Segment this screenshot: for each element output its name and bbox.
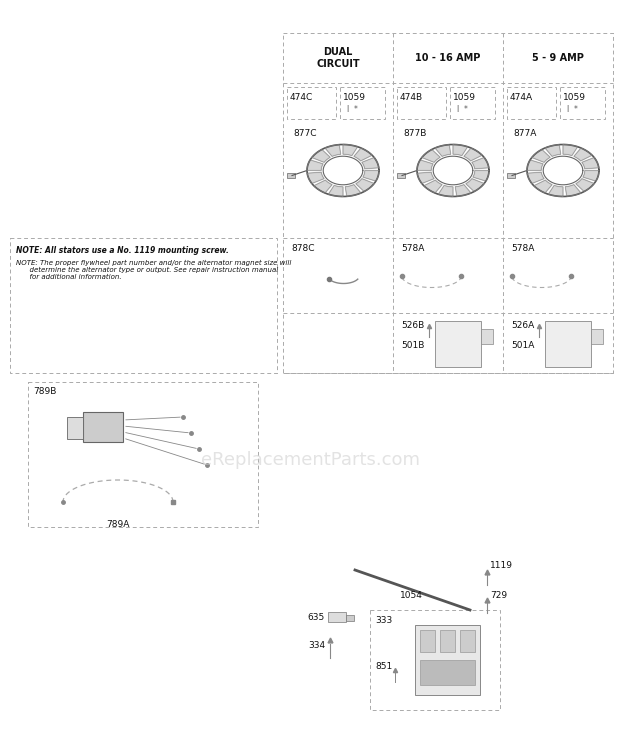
Text: 789B: 789B xyxy=(33,387,56,396)
Bar xyxy=(415,625,480,695)
Bar xyxy=(545,321,591,367)
Polygon shape xyxy=(472,158,489,169)
Bar xyxy=(346,615,354,621)
Polygon shape xyxy=(354,148,372,161)
Bar xyxy=(450,87,495,119)
Bar xyxy=(440,630,455,652)
Bar xyxy=(328,612,346,622)
Bar xyxy=(370,610,500,710)
Text: *: * xyxy=(464,105,468,114)
Polygon shape xyxy=(312,150,330,162)
Text: NOTE: The proper flywheel part number and/or the alternator magnet size will
   : NOTE: The proper flywheel part number an… xyxy=(16,260,291,280)
Polygon shape xyxy=(532,150,550,162)
Polygon shape xyxy=(455,185,471,196)
Text: I: I xyxy=(456,105,458,114)
Text: DUAL
CIRCUIT: DUAL CIRCUIT xyxy=(316,47,360,68)
Text: 877B: 877B xyxy=(403,129,427,138)
Polygon shape xyxy=(548,185,563,196)
Polygon shape xyxy=(417,160,433,170)
Bar xyxy=(340,87,384,119)
Text: 789A: 789A xyxy=(106,520,130,529)
Bar xyxy=(397,173,405,178)
Text: 635: 635 xyxy=(308,612,325,621)
Bar xyxy=(287,173,295,178)
Bar xyxy=(460,630,475,652)
Text: 877A: 877A xyxy=(513,129,536,138)
Polygon shape xyxy=(363,170,379,181)
Polygon shape xyxy=(345,185,361,196)
Bar xyxy=(287,87,336,119)
Bar xyxy=(10,238,277,373)
Text: 578A: 578A xyxy=(511,244,534,253)
Bar xyxy=(67,417,83,439)
Polygon shape xyxy=(356,179,374,191)
Bar xyxy=(507,173,515,178)
Polygon shape xyxy=(362,158,379,169)
Text: 10 - 16 AMP: 10 - 16 AMP xyxy=(415,53,480,63)
Polygon shape xyxy=(343,144,358,155)
Text: 5 - 9 AMP: 5 - 9 AMP xyxy=(532,53,584,63)
Bar xyxy=(83,412,123,442)
Bar xyxy=(435,321,481,367)
Bar xyxy=(507,87,556,119)
Text: 333: 333 xyxy=(375,616,392,625)
Polygon shape xyxy=(438,185,453,196)
Text: 1059: 1059 xyxy=(563,93,586,102)
Bar xyxy=(397,87,446,119)
Text: I: I xyxy=(566,105,569,114)
Text: 729: 729 xyxy=(490,591,507,600)
Polygon shape xyxy=(534,180,552,193)
Text: 474C: 474C xyxy=(290,93,313,102)
Text: 1119: 1119 xyxy=(490,560,513,569)
Polygon shape xyxy=(582,158,599,169)
Polygon shape xyxy=(527,160,543,170)
Bar xyxy=(28,382,258,527)
Text: *: * xyxy=(354,105,358,114)
Polygon shape xyxy=(453,144,467,155)
Polygon shape xyxy=(325,144,341,156)
Polygon shape xyxy=(424,180,442,193)
Text: 851: 851 xyxy=(375,662,392,671)
Text: *: * xyxy=(574,105,578,114)
Polygon shape xyxy=(574,148,592,161)
Text: 501A: 501A xyxy=(511,341,534,350)
Text: eReplacementParts.com: eReplacementParts.com xyxy=(200,451,420,469)
Polygon shape xyxy=(563,144,578,155)
Text: NOTE: All stators use a No. 1119 mounting screw.: NOTE: All stators use a No. 1119 mountin… xyxy=(16,246,229,255)
Bar xyxy=(591,329,603,344)
Text: 1059: 1059 xyxy=(343,93,366,102)
Text: I: I xyxy=(346,105,348,114)
Text: 578A: 578A xyxy=(401,244,424,253)
Polygon shape xyxy=(565,185,581,196)
Polygon shape xyxy=(583,170,599,181)
Polygon shape xyxy=(464,148,482,161)
Text: 877C: 877C xyxy=(293,129,316,138)
Polygon shape xyxy=(527,172,544,184)
Text: 334: 334 xyxy=(308,641,325,650)
Text: 1054: 1054 xyxy=(400,591,423,600)
Text: 1059: 1059 xyxy=(453,93,476,102)
Polygon shape xyxy=(576,179,594,191)
Polygon shape xyxy=(473,170,489,181)
Text: 474A: 474A xyxy=(510,93,533,102)
Bar xyxy=(481,329,493,344)
Bar xyxy=(420,660,475,685)
Bar xyxy=(420,630,435,652)
Polygon shape xyxy=(329,185,343,196)
Polygon shape xyxy=(435,144,451,156)
Bar xyxy=(283,33,613,373)
Text: 878C: 878C xyxy=(291,244,314,253)
Polygon shape xyxy=(307,160,323,170)
Text: 474B: 474B xyxy=(400,93,423,102)
Polygon shape xyxy=(314,180,332,193)
Text: 501B: 501B xyxy=(401,341,424,350)
Bar xyxy=(560,87,604,119)
Polygon shape xyxy=(422,150,440,162)
Polygon shape xyxy=(466,179,484,191)
Text: 526B: 526B xyxy=(401,321,424,330)
Polygon shape xyxy=(417,172,434,184)
Polygon shape xyxy=(545,144,560,156)
Polygon shape xyxy=(307,172,324,184)
Text: 526A: 526A xyxy=(511,321,534,330)
